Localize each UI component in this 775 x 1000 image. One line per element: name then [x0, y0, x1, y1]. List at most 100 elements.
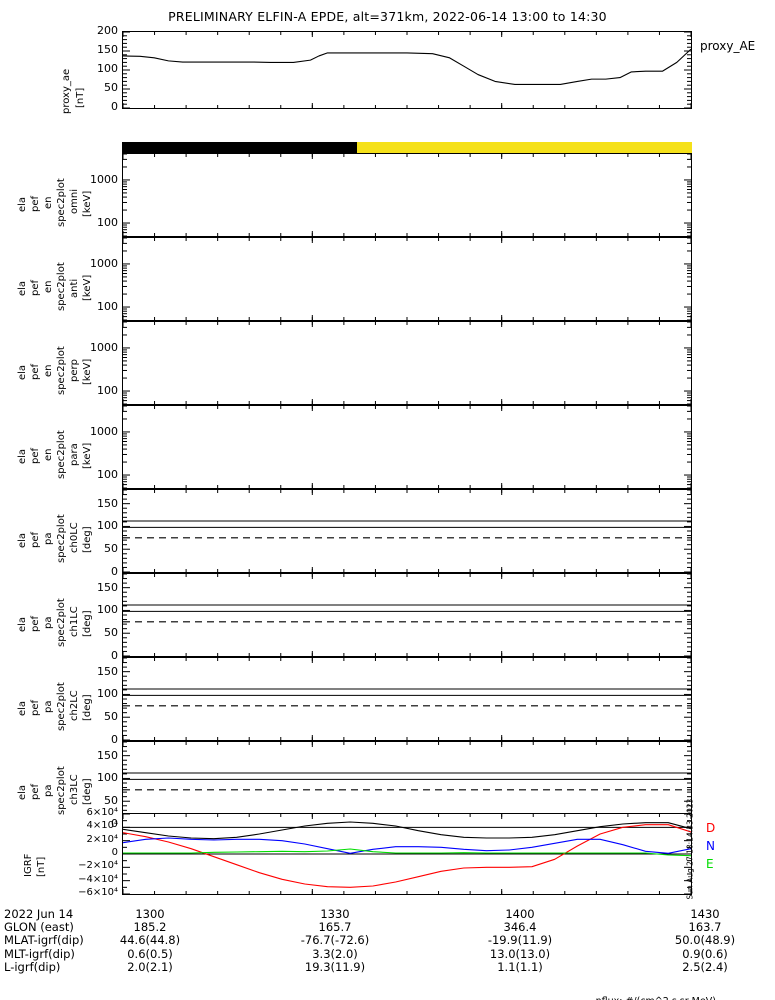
y-tick-label: 0	[111, 817, 118, 830]
axis-label-line: [nT]	[36, 856, 47, 877]
cell: 1400	[505, 907, 535, 921]
zone-bar-segment	[122, 142, 357, 153]
panel-spec-omni	[122, 153, 692, 237]
axis-label-line: ch0LC	[69, 522, 80, 553]
axis-label-line: anti	[69, 279, 80, 299]
y-tick-label: 6×10⁴	[86, 807, 118, 818]
y-tick-label: 50	[104, 710, 118, 724]
cell: 50.0(48.9)	[674, 933, 736, 948]
axis-label-line: ela	[17, 532, 28, 548]
axis-label-line: ch1LC	[69, 606, 80, 637]
axis-label-line: [deg]	[82, 778, 93, 805]
cell: 0.6(0.5)	[127, 946, 173, 961]
axis-label-line: para	[69, 443, 80, 467]
axis-label-line: en	[43, 448, 54, 462]
axis-label-line: ela	[17, 700, 28, 716]
cell: 346.4	[503, 920, 537, 935]
axis-label-line: spec2plot	[56, 178, 67, 228]
axis-label-line: pa	[43, 784, 54, 798]
axis-label-line: spec2plot	[56, 430, 67, 480]
axis-label-line: [deg]	[82, 526, 93, 553]
table-row: MLAT-igrf(dip) 44.6(44.8) -76.7(-72.6) -…	[4, 934, 775, 947]
axis-label-line: pa	[43, 700, 54, 714]
axis-label-line: pef	[30, 363, 41, 380]
axis-label-line: en	[43, 280, 54, 294]
footer-units: nflux: #/(cm^2 s sr MeV)	[596, 996, 769, 1000]
panel-pa-ch1lc	[122, 573, 692, 657]
ephemeris-table: 2022 Jun 14 1300 1330 1400 1430 GLON (ea…	[4, 907, 775, 974]
row-label-glon: GLON (east)	[4, 920, 74, 935]
y-tick-label: −2×10⁴	[78, 860, 118, 872]
axis-label-line: [keV]	[82, 274, 93, 301]
creation-timestamp-side: Sun Aug 27 18:14:33 2023	[685, 798, 695, 900]
y-tick-label: 0	[111, 733, 118, 746]
cell: 163.7	[688, 920, 722, 935]
row-label-mlat: MLAT-igrf(dip)	[4, 933, 84, 948]
y-tick-label: 150	[97, 496, 118, 510]
axis-label-line: pef	[30, 279, 41, 296]
y-tick-label: 1000	[90, 340, 118, 354]
y-tick-label: 1000	[90, 256, 118, 270]
cell: 19.3(11.9)	[304, 959, 366, 974]
y-tick-label: 50	[104, 81, 118, 94]
y-tick-label: 100	[97, 62, 118, 75]
cell: -76.7(-72.6)	[300, 933, 370, 948]
panel-proxy-ae	[122, 31, 692, 109]
axis-label-line: spec2plot	[56, 262, 67, 312]
cell: 0.9(0.6)	[682, 946, 728, 961]
y-tick-label: 150	[97, 43, 118, 56]
panel-spec-anti	[122, 237, 692, 321]
y-tick-label: 200	[97, 24, 118, 37]
axis-label-line: pef	[30, 699, 41, 716]
axis-label-line: IGRF	[23, 853, 34, 877]
y-tick-label: 0	[111, 100, 118, 113]
axis-label-line: pef	[30, 447, 41, 464]
y-tick-label: −4×10⁴	[78, 873, 118, 885]
y-tick-label: 1000	[90, 172, 118, 186]
panel-pa-ch3lc	[122, 741, 692, 825]
cell: 2.0(2.1)	[127, 959, 173, 974]
panel-pa-ch0lc	[122, 489, 692, 573]
timestamp-text: Sun Aug 27 18:14:33 2023	[685, 798, 695, 900]
axis-label-line: spec2plot	[56, 598, 67, 648]
cell: -19.9(11.9)	[487, 933, 553, 948]
y-tick-label: 50	[104, 626, 118, 640]
science-zone-bar	[122, 142, 692, 153]
table-row: MLT-igrf(dip) 0.6(0.5) 3.3(2.0) 13.0(13.…	[4, 946, 775, 961]
axis-label-line: proxy_ae	[61, 68, 72, 114]
footer-notes: nflux: #/(cm^2 s sr MeV) Created: Mon Au…	[596, 974, 769, 1000]
axis-label-line: [deg]	[82, 610, 93, 637]
cell: 2.5(2.4)	[682, 959, 728, 974]
axis-label-line: [keV]	[82, 442, 93, 469]
cell: 13.0(13.0)	[489, 946, 551, 961]
legend-proxy-ae: proxy_AE	[700, 40, 755, 52]
y-tick-label: 100	[97, 519, 118, 533]
y-tick-label: 1000	[90, 424, 118, 438]
axis-label-line: ela	[17, 196, 28, 212]
row-label-date: 2022 Jun 14	[4, 907, 74, 921]
panel-igrf	[122, 813, 692, 895]
y-tick-label: 50	[104, 794, 118, 808]
y-tick-label: 100	[97, 603, 118, 617]
y-tick-label: 150	[97, 748, 118, 762]
axis-label-line: pa	[43, 532, 54, 546]
axis-label-line: en	[43, 196, 54, 210]
axis-label-line: pef	[30, 615, 41, 632]
table-row: GLON (east) 185.2 165.7 346.4 163.7	[4, 920, 775, 935]
axis-label-line: pef	[30, 531, 41, 548]
y-tick-label: 100	[97, 468, 118, 482]
table-row: 2022 Jun 14 1300 1330 1400 1430	[4, 907, 775, 921]
table-row: L-igrf(dip) 2.0(2.1) 19.3(11.9) 1.1(1.1)…	[4, 959, 775, 974]
axis-label-line: ela	[17, 448, 28, 464]
y-tick-label: −6×10⁴	[78, 887, 118, 898]
axis-label-line: spec2plot	[56, 514, 67, 564]
legend-item-d: D	[706, 821, 716, 835]
y-tick-label: 2×10⁴	[86, 833, 118, 845]
y-tick-label: 150	[97, 664, 118, 678]
legend-label: proxy_AE	[700, 39, 756, 53]
axis-label-line: ch2LC	[69, 690, 80, 721]
axis-label-line: en	[43, 364, 54, 378]
cell: 165.7	[318, 920, 352, 935]
cell: 3.3(2.0)	[312, 946, 358, 961]
